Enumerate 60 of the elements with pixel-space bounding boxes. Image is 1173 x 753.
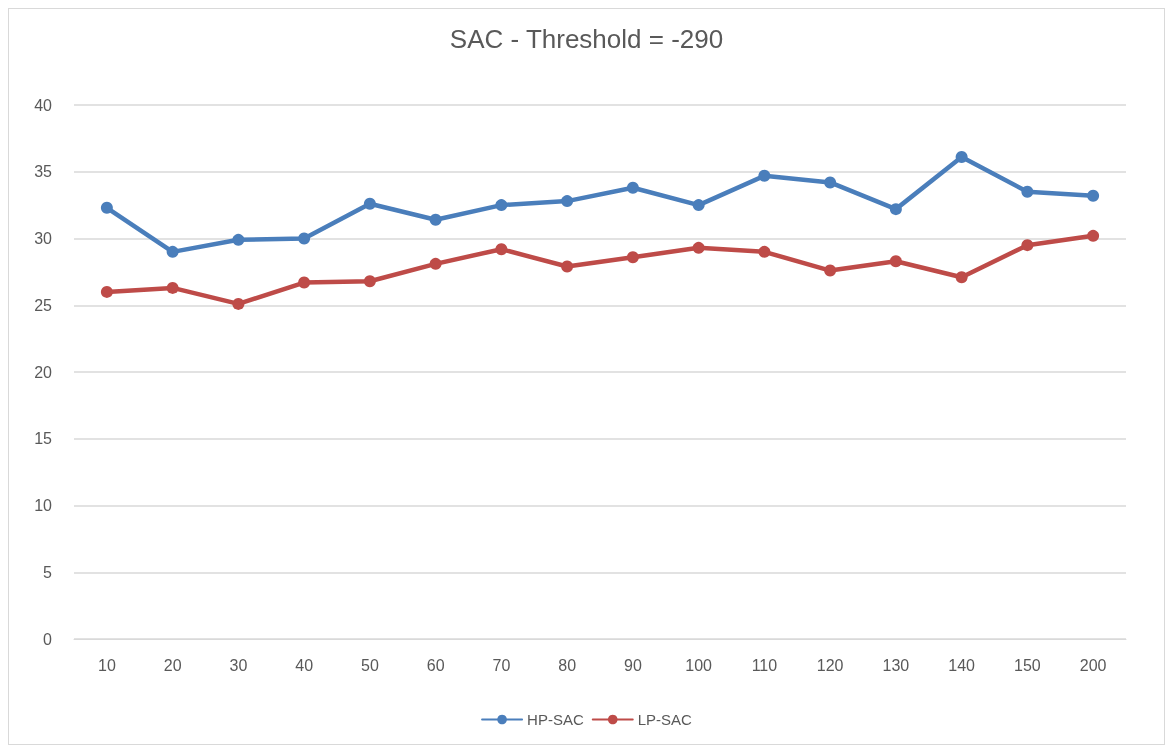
y-tick-label: 25 (34, 296, 53, 314)
point (626, 181, 639, 194)
x-tick-label: 80 (558, 656, 577, 674)
point (429, 213, 442, 226)
point (692, 241, 705, 254)
point (100, 201, 113, 214)
x-tick-label: 30 (229, 656, 248, 674)
x-tick-label: 90 (623, 656, 642, 674)
point (955, 151, 968, 164)
point (889, 255, 902, 268)
point (232, 297, 245, 310)
x-tick-label: 110 (751, 656, 778, 674)
point (758, 169, 771, 182)
y-tick-label: 15 (34, 430, 53, 448)
chart-title: SAC - Threshold = -290 (449, 24, 724, 54)
point (429, 257, 442, 270)
point (298, 276, 311, 289)
x-tick-label: 140 (948, 656, 976, 674)
point (495, 199, 508, 212)
point (561, 260, 574, 273)
y-tick-label: 0 (43, 630, 53, 648)
x-tick-label: 60 (426, 656, 445, 674)
x-tick-label: 120 (816, 656, 844, 674)
y-tick-label: 30 (34, 230, 53, 247)
point (1021, 185, 1034, 198)
point (363, 275, 376, 288)
x-tick-label: 70 (492, 656, 511, 674)
point (232, 233, 245, 246)
x-tick-label: 150 (1014, 656, 1041, 674)
point (1021, 239, 1034, 252)
point (1087, 229, 1100, 242)
point (824, 264, 837, 277)
y-tick-label: 20 (34, 363, 53, 381)
point (889, 203, 902, 216)
x-tick-label: 40 (295, 656, 314, 674)
y-tick-label: 10 (34, 497, 53, 514)
point (626, 251, 639, 264)
y-tick-label: 35 (34, 163, 53, 181)
x-tick-label: 50 (360, 656, 379, 674)
y-tick-label: 5 (43, 563, 53, 581)
legend-label: LP-SAC (637, 711, 693, 728)
x-tick-label: 200 (1079, 656, 1107, 674)
point (955, 271, 968, 284)
point (561, 195, 574, 208)
point (166, 281, 179, 294)
legend-label: HP-SAC (527, 711, 584, 728)
x-tick-label: 10 (97, 656, 116, 674)
point (758, 245, 771, 258)
point (692, 199, 705, 212)
point (495, 243, 508, 256)
x-tick-label: 130 (882, 656, 910, 674)
point (100, 285, 113, 298)
x-tick-label: 20 (163, 656, 182, 674)
x-tick-label: 100 (685, 656, 713, 674)
point (1087, 189, 1100, 202)
point (166, 245, 179, 258)
point (363, 197, 376, 210)
point (298, 232, 311, 245)
point (824, 176, 837, 189)
y-tick-label: 40 (34, 96, 53, 114)
